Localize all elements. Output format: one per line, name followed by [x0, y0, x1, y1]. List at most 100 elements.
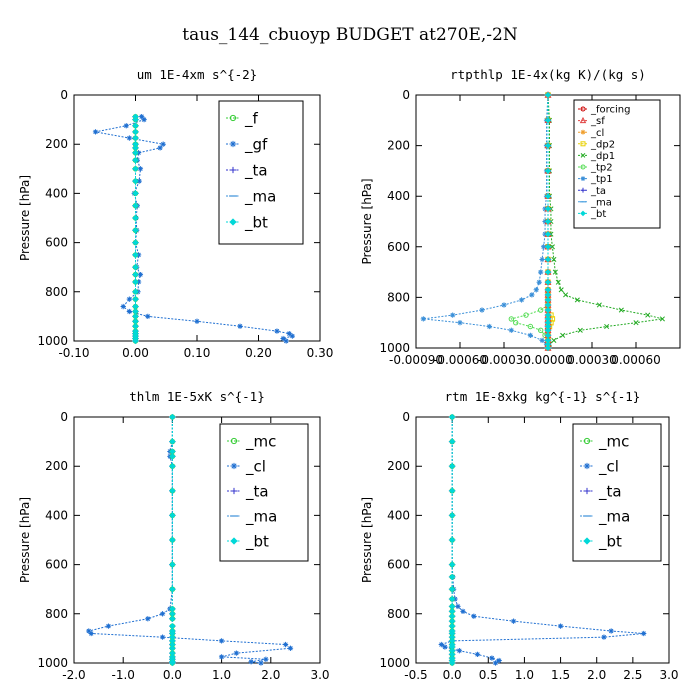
data-point [132, 214, 139, 222]
y-tick-label: 0 [402, 410, 410, 424]
x-tick-label: 2.0 [261, 668, 280, 682]
legend-marker [230, 537, 238, 545]
x-tick-label: 2.5 [623, 668, 642, 682]
legend-box [573, 99, 661, 229]
series-line [423, 94, 549, 349]
data-point [449, 595, 456, 603]
data-point [169, 623, 176, 630]
data-point [169, 615, 176, 622]
data-point [449, 603, 456, 610]
legend-label: _ma [598, 507, 630, 526]
y-axis-label: Pressure [hPa] [18, 497, 32, 583]
data-point [659, 316, 665, 322]
data-point [159, 611, 166, 617]
data-point [529, 292, 535, 298]
data-point [280, 335, 286, 342]
data-point [540, 244, 547, 250]
data-point [633, 320, 639, 326]
x-tick-label: 0.5 [479, 668, 498, 682]
data-point [169, 637, 176, 644]
data-point [544, 279, 552, 286]
data-point [137, 166, 144, 172]
data-point [132, 144, 139, 151]
data-point [132, 323, 139, 330]
data-point [145, 616, 151, 622]
data-point [533, 287, 539, 293]
data-point [544, 296, 552, 304]
data-point [169, 610, 176, 617]
data-point [286, 330, 292, 337]
legend-label: _cl [590, 128, 604, 139]
data-point [449, 573, 456, 580]
legend-marker [580, 141, 586, 147]
y-tick-label: 200 [387, 459, 410, 473]
legend-label: _ma [244, 187, 276, 206]
data-point [282, 641, 289, 648]
data-point [86, 628, 92, 634]
data-point [132, 122, 139, 129]
data-point [492, 660, 499, 666]
data-point [420, 316, 426, 322]
data-point [141, 116, 147, 123]
data-point [537, 307, 544, 313]
x-tick-label: -2.0 [62, 668, 85, 682]
legend-marker [583, 537, 591, 545]
data-point [544, 218, 552, 225]
data-point [544, 301, 552, 309]
data-point [126, 308, 132, 315]
data-point [160, 141, 166, 147]
data-point [169, 645, 176, 652]
data-point [105, 623, 112, 629]
data-point [544, 286, 552, 293]
data-point [169, 463, 176, 470]
series-bt [132, 113, 139, 345]
data-point [438, 641, 444, 648]
legend-label: _sf [590, 116, 605, 127]
data-point [544, 291, 552, 298]
chart-title: rtm 1E-8xkg kg^{-1} s^{-1} [445, 389, 641, 404]
data-point [544, 344, 552, 352]
data-point [132, 318, 139, 325]
data-point [283, 338, 289, 344]
y-tick-label: 400 [45, 508, 68, 522]
data-point [132, 165, 139, 172]
data-point [169, 536, 176, 544]
data-point [539, 256, 545, 263]
data-point [169, 659, 176, 667]
data-point [132, 337, 139, 345]
legend-label: _bt [245, 532, 269, 551]
data-point [645, 312, 651, 318]
data-point [169, 586, 176, 593]
legend-label: _tp2 [590, 163, 613, 174]
data-point [248, 659, 254, 665]
data-point [132, 116, 139, 123]
x-tick-label: 1.5 [551, 668, 570, 682]
y-tick-label: 200 [387, 139, 410, 153]
data-point [92, 129, 99, 135]
x-tick-label: 0.00060 [611, 353, 661, 367]
legend-label: _mc [245, 432, 276, 451]
data-point [544, 243, 552, 250]
data-point [194, 318, 200, 324]
data-point [544, 231, 552, 238]
legend: _mc _cl _ta _ma _bt [219, 423, 309, 562]
data-point [538, 269, 544, 275]
data-point [449, 623, 456, 630]
legend-marker [579, 116, 587, 124]
x-tick-label: 1.0 [212, 668, 231, 682]
data-point [449, 637, 456, 644]
legend: _f _gf _ta _ma _bt [218, 100, 304, 245]
y-tick-label: 1000 [37, 334, 68, 348]
data-point [544, 193, 552, 200]
data-point [88, 630, 94, 637]
data-point [449, 613, 456, 620]
x-tick-label: -0.10 [58, 346, 89, 360]
y-tick-label: 600 [387, 558, 410, 572]
chart-panel-2: rtpthlp 1E-4x(kg K)/(kg s) Pressure [hPa]… [360, 67, 681, 367]
data-point [132, 303, 139, 310]
legend: _forcing_sf_cl_dp2_dp1_tp2_tp1_ta_ma_bt [573, 99, 661, 229]
data-point [449, 413, 456, 421]
data-point [132, 190, 139, 197]
data-point [544, 332, 552, 339]
legend-marker [230, 462, 238, 470]
